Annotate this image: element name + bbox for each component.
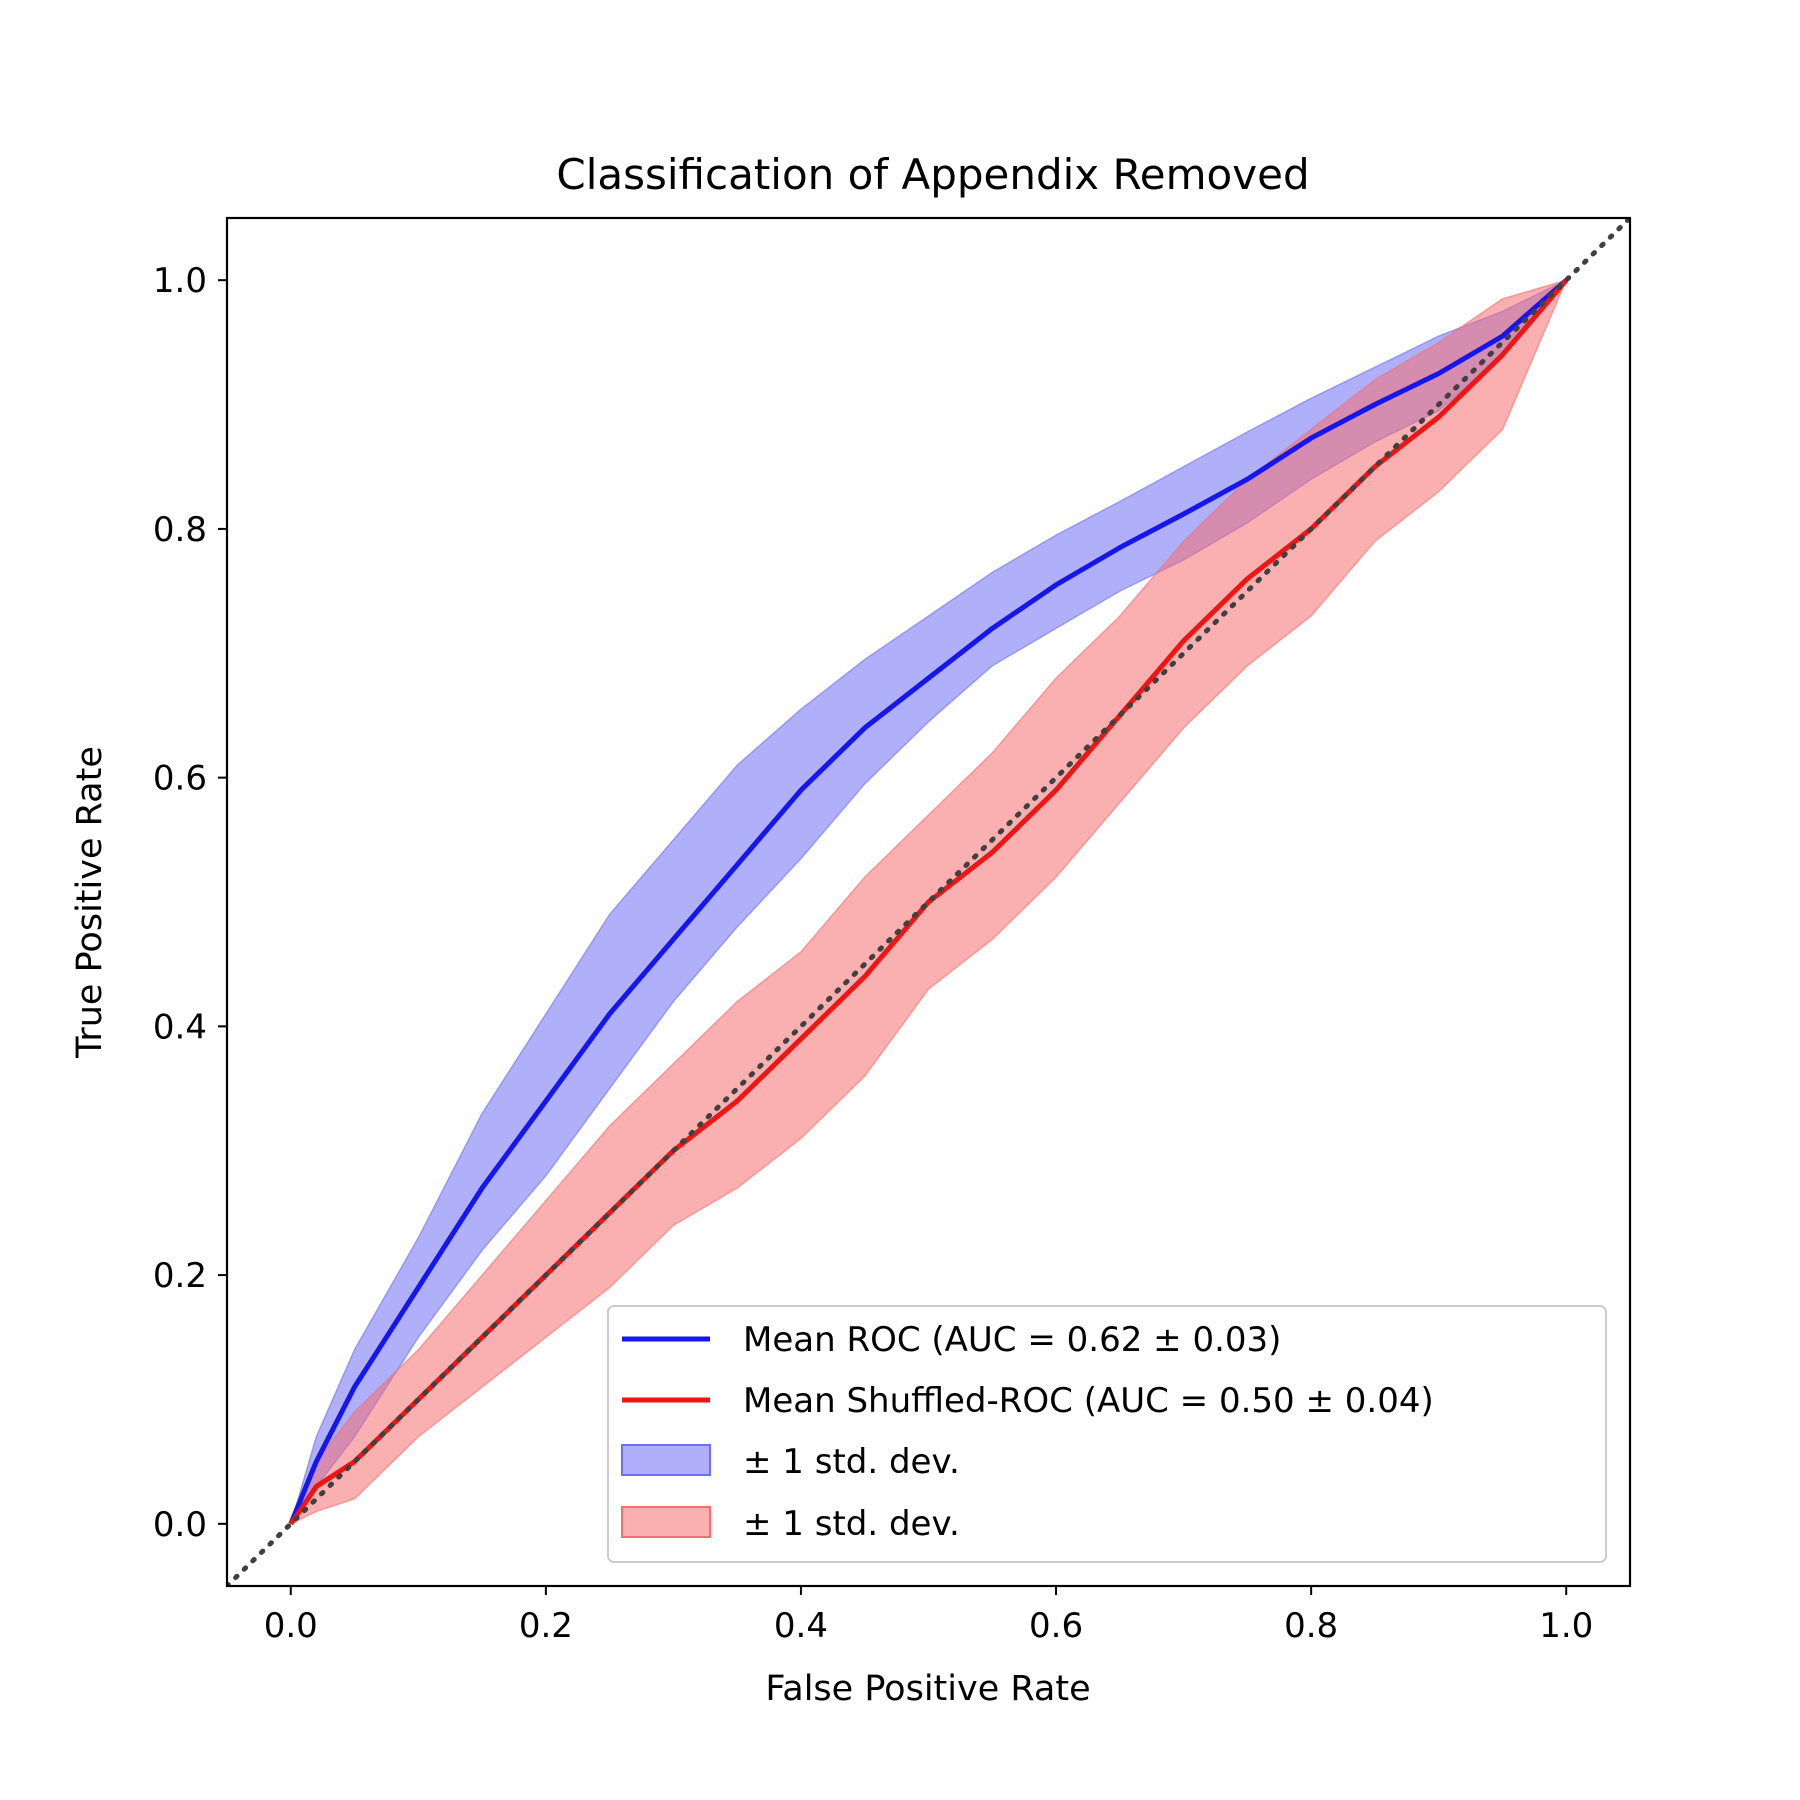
chart-title: Classification of Appendix Removed: [556, 150, 1309, 199]
legend: Mean ROC (AUC = 0.62 ± 0.03) Mean Shuffl…: [607, 1305, 1607, 1563]
y-tick-label: 0.0: [153, 1505, 207, 1545]
x-tick-label: 0.2: [519, 1606, 573, 1646]
legend-frame: [607, 1305, 1607, 1563]
legend-label-shuffled-roc: Mean Shuffled-ROC (AUC = 0.50 ± 0.04): [743, 1381, 1434, 1421]
x-tick-label: 0.0: [264, 1606, 318, 1646]
y-tick-label: 0.4: [153, 1007, 207, 1047]
y-tick-label: 0.8: [153, 510, 207, 550]
legend-label-mean-roc: Mean ROC (AUC = 0.62 ± 0.03): [743, 1320, 1281, 1360]
x-tick-label: 0.4: [774, 1606, 828, 1646]
legend-label-red-band: ± 1 std. dev.: [743, 1504, 960, 1544]
y-tick-label: 1.0: [153, 261, 207, 301]
mean-roc-line: [288, 278, 1568, 1525]
x-tick-label: 1.0: [1539, 1606, 1593, 1646]
plot-content: [227, 218, 1630, 1586]
x-tick-label: 0.6: [1029, 1606, 1083, 1646]
x-axis: 0.0 0.2 0.4 0.6 0.8 1.0: [264, 1586, 1593, 1646]
x-tick-label: 0.8: [1284, 1606, 1338, 1646]
x-axis-label: False Positive Rate: [765, 1669, 1090, 1709]
y-tick-label: 0.6: [153, 759, 207, 799]
chance-diagonal-line: [227, 218, 1630, 1586]
y-tick-label: 0.2: [153, 1256, 207, 1296]
y-axis-label: True Positive Rate: [70, 746, 110, 1059]
legend-patch-red-band: [621, 1506, 711, 1538]
y-axis: 0.0 0.2 0.4 0.6 0.8 1.0: [153, 261, 227, 1545]
plot-area: [227, 218, 1630, 1586]
legend-patch-blue-band: [621, 1444, 711, 1476]
plot-frame: [225, 216, 1632, 1588]
legend-label-blue-band: ± 1 std. dev.: [743, 1442, 960, 1482]
